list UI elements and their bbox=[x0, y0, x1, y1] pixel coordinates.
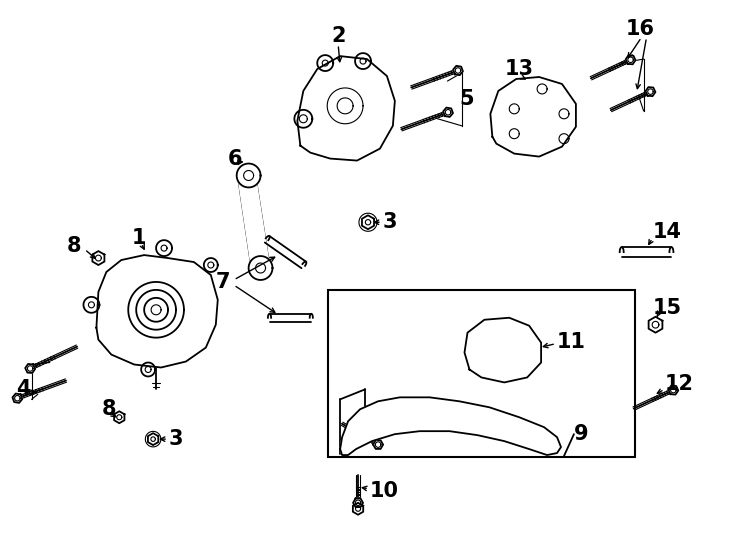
Polygon shape bbox=[465, 318, 541, 382]
Polygon shape bbox=[353, 503, 363, 515]
Polygon shape bbox=[490, 77, 576, 157]
Text: 16: 16 bbox=[626, 19, 655, 39]
Text: 7: 7 bbox=[216, 272, 230, 292]
Text: 2: 2 bbox=[331, 26, 346, 46]
Text: 8: 8 bbox=[66, 236, 81, 256]
Polygon shape bbox=[355, 53, 371, 69]
Text: 14: 14 bbox=[653, 222, 682, 242]
Polygon shape bbox=[128, 282, 184, 338]
Text: 1: 1 bbox=[132, 228, 146, 248]
Text: 13: 13 bbox=[505, 59, 534, 79]
Polygon shape bbox=[353, 498, 363, 507]
Polygon shape bbox=[145, 431, 161, 447]
Polygon shape bbox=[645, 87, 655, 96]
Text: 3: 3 bbox=[383, 212, 397, 232]
Polygon shape bbox=[669, 386, 678, 395]
Polygon shape bbox=[294, 110, 312, 128]
Bar bbox=[328, 290, 635, 457]
Polygon shape bbox=[317, 55, 333, 71]
Polygon shape bbox=[92, 251, 104, 265]
Polygon shape bbox=[204, 258, 218, 272]
Text: 3: 3 bbox=[169, 429, 184, 449]
Polygon shape bbox=[96, 255, 218, 368]
Polygon shape bbox=[373, 440, 383, 449]
Polygon shape bbox=[340, 397, 561, 455]
Polygon shape bbox=[156, 240, 172, 256]
Polygon shape bbox=[625, 55, 636, 64]
Polygon shape bbox=[148, 433, 159, 445]
Text: 12: 12 bbox=[664, 374, 694, 394]
Polygon shape bbox=[443, 107, 453, 117]
Text: 9: 9 bbox=[574, 424, 589, 444]
Polygon shape bbox=[297, 56, 395, 160]
Polygon shape bbox=[362, 215, 374, 229]
Polygon shape bbox=[359, 213, 377, 231]
Text: 6: 6 bbox=[228, 148, 242, 168]
Polygon shape bbox=[453, 66, 463, 75]
Polygon shape bbox=[12, 394, 22, 403]
Polygon shape bbox=[25, 364, 35, 373]
Polygon shape bbox=[249, 256, 272, 280]
Polygon shape bbox=[239, 181, 269, 262]
Text: 5: 5 bbox=[459, 89, 474, 109]
Text: 11: 11 bbox=[557, 332, 586, 352]
Text: 15: 15 bbox=[653, 298, 682, 318]
Text: 10: 10 bbox=[370, 481, 399, 501]
Polygon shape bbox=[236, 164, 261, 187]
Polygon shape bbox=[84, 297, 99, 313]
Text: 8: 8 bbox=[102, 399, 117, 419]
Text: 4: 4 bbox=[17, 380, 31, 400]
Polygon shape bbox=[141, 362, 155, 376]
Polygon shape bbox=[114, 411, 125, 423]
Polygon shape bbox=[649, 317, 662, 333]
